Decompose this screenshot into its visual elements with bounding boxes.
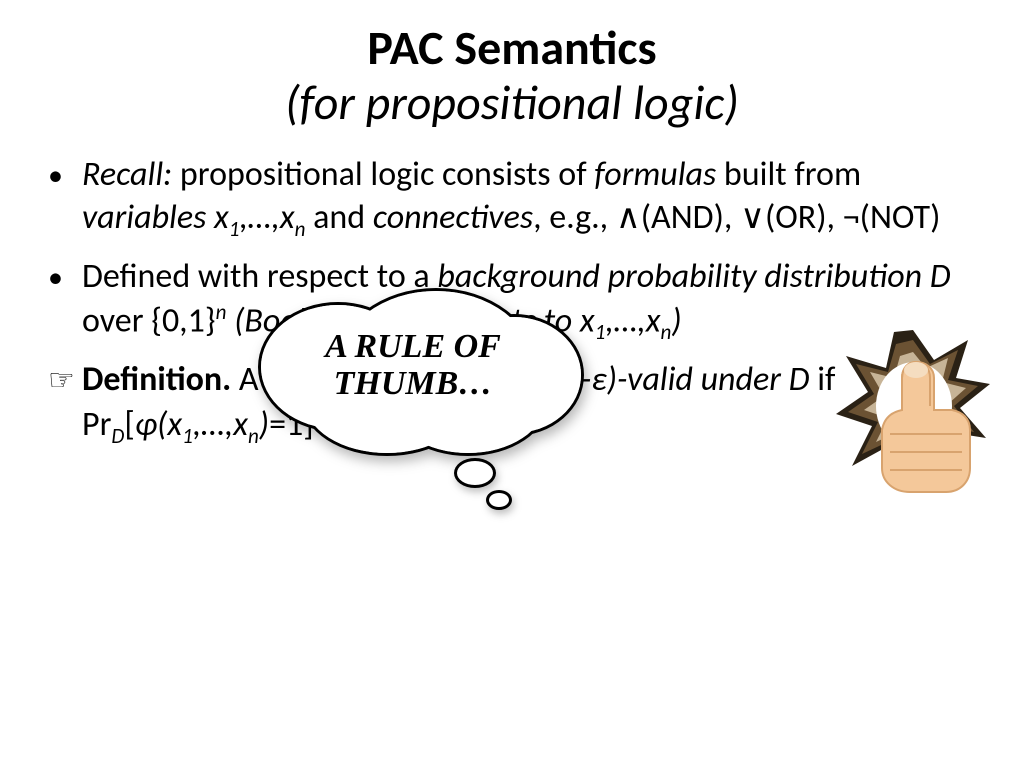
thought-bubble: A RULE OF THUMB… <box>248 276 578 526</box>
bullet-marker <box>46 154 82 242</box>
hand-icon <box>868 356 978 496</box>
title-subtitle: (for propositional logic) <box>46 75 978 130</box>
bullet-marker <box>46 256 82 345</box>
definition-label: Definition. <box>82 359 231 400</box>
recall-label: Recall: <box>82 154 172 195</box>
bubble-text: A RULE OF THUMB… <box>248 328 578 403</box>
pointer-icon <box>46 359 82 449</box>
bullet-recall: Recall: propositional logic consists of … <box>46 154 978 242</box>
title-main: PAC Semantics <box>46 20 978 75</box>
thumbs-up-image <box>796 310 996 530</box>
bubble-tail <box>486 490 512 510</box>
slide: PAC Semantics (for propositional logic) … <box>0 0 1024 768</box>
cloud-shape: A RULE OF THUMB… <box>248 276 578 460</box>
bullet-text: Recall: propositional logic consists of … <box>82 154 978 242</box>
title-block: PAC Semantics (for propositional logic) <box>46 20 978 130</box>
bubble-tail <box>454 458 496 488</box>
